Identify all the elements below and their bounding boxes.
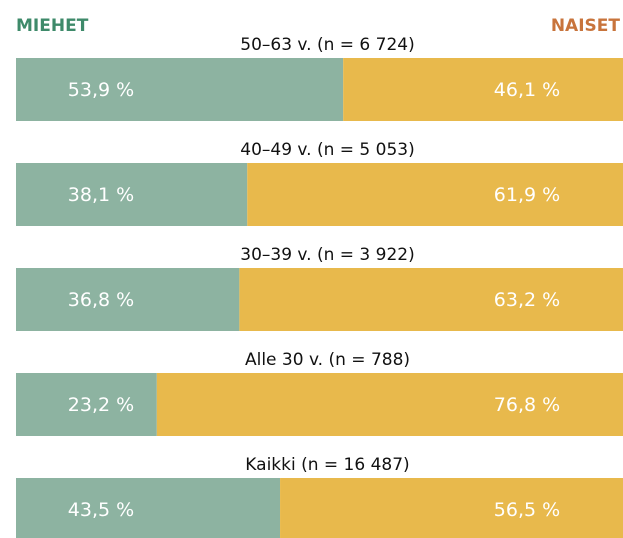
value-label: 61,9 %: [494, 184, 560, 206]
category-label: 50–63 v. (n = 6 724): [240, 35, 414, 55]
bar-segment: [16, 58, 344, 121]
category-label: Kaikki (n = 16 487): [245, 455, 409, 475]
bar-segment: [280, 478, 623, 538]
bar-segment: [247, 163, 623, 226]
bar-segment: [16, 373, 157, 436]
category-label: 40–49 v. (n = 5 053): [240, 140, 414, 160]
value-label: 23,2 %: [68, 394, 134, 416]
value-label: 63,2 %: [494, 289, 560, 311]
value-label: 46,1 %: [494, 79, 560, 101]
value-label: 76,8 %: [494, 394, 560, 416]
value-label: 43,5 %: [68, 499, 134, 521]
value-label: 38,1 %: [68, 184, 134, 206]
value-label: 53,9 %: [68, 79, 134, 101]
bar-segment: [16, 478, 281, 538]
bar-segment: [16, 163, 248, 226]
category-label: 30–39 v. (n = 3 922): [240, 245, 414, 265]
bar-segment: [16, 268, 240, 331]
bar-segment: [239, 268, 623, 331]
category-label: Alle 30 v. (n = 788): [245, 350, 410, 370]
bar-segment: [156, 373, 623, 436]
value-label: 36,8 %: [68, 289, 134, 311]
bar-segment: [343, 58, 623, 121]
value-label: 56,5 %: [494, 499, 560, 521]
legend-label: NAISET: [551, 16, 621, 36]
legend-label: MIEHET: [16, 16, 89, 36]
